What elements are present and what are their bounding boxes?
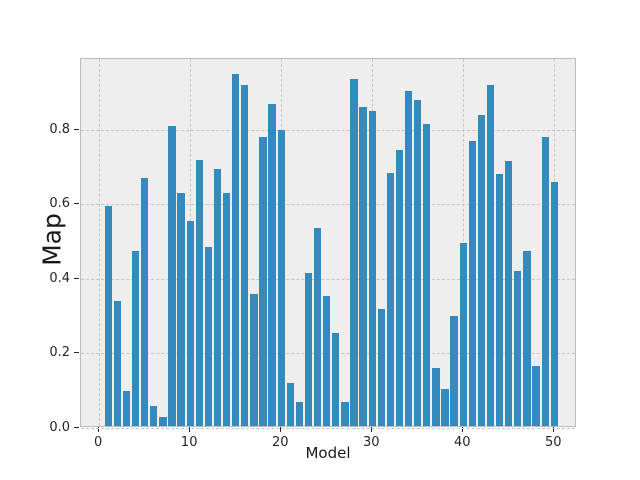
x-tick-mark	[98, 427, 100, 432]
bar-model-13	[213, 168, 222, 426]
bar-model-43	[486, 84, 495, 426]
y-tick-mark	[74, 277, 79, 279]
bar-model-5	[141, 178, 149, 426]
bar-model-46	[514, 271, 522, 426]
bar-model-30	[368, 111, 376, 426]
bar-model-11	[195, 159, 203, 426]
bar-model-19	[268, 103, 276, 426]
bar-model-10	[186, 221, 194, 426]
bar-model-29	[359, 107, 367, 426]
bar-model-18	[259, 137, 267, 426]
x-tick-label: 50	[544, 435, 562, 450]
bar-model-41	[468, 140, 476, 426]
bar-model-3	[122, 390, 131, 426]
y-tick-mark	[74, 352, 79, 354]
grid-line-y	[81, 428, 575, 429]
x-tick-mark	[553, 427, 555, 432]
bar-model-23	[304, 273, 313, 426]
x-tick-label: 40	[453, 435, 471, 450]
grid-line-x	[99, 59, 101, 426]
y-tick-mark	[74, 128, 79, 130]
bar-model-39	[450, 316, 458, 426]
grid-line-y	[81, 129, 575, 131]
y-tick-label: 0.4	[49, 270, 70, 286]
bar-model-32	[386, 172, 395, 426]
x-tick-mark	[371, 427, 373, 432]
bar-model-44	[496, 174, 504, 426]
bar-model-48	[532, 366, 540, 426]
x-tick-label: 30	[362, 435, 380, 450]
bar-model-8	[168, 125, 176, 426]
x-tick-label: 20	[271, 435, 289, 450]
y-tick-label: 0.8	[49, 121, 70, 137]
grid-line-x	[463, 59, 465, 426]
y-tick-label: 0.6	[49, 196, 70, 212]
y-tick-label: 0.0	[49, 420, 70, 435]
y-tick-label: 0.2	[49, 345, 70, 361]
bar-model-6	[150, 405, 158, 426]
bar-model-21	[286, 383, 294, 426]
bar-model-37	[432, 368, 440, 426]
bar-model-34	[404, 90, 413, 426]
bar-model-27	[341, 401, 349, 426]
x-tick-label: 0	[94, 435, 103, 450]
y-tick-mark	[74, 203, 79, 205]
bar-model-7	[159, 416, 167, 426]
bar-model-42	[477, 114, 486, 426]
x-tick-label: 10	[180, 435, 198, 450]
bar-model-45	[505, 161, 513, 426]
bar-model-26	[332, 332, 340, 426]
grid-line-y	[81, 278, 575, 280]
grid-line-y	[81, 204, 575, 206]
bar-model-33	[395, 150, 404, 426]
bar-model-35	[414, 99, 422, 426]
plot-area	[80, 58, 576, 429]
bar-model-4	[131, 250, 140, 426]
x-tick-mark	[280, 427, 282, 432]
bar-model-25	[323, 295, 331, 426]
bar-model-1	[104, 206, 112, 426]
bar-model-2	[113, 301, 122, 426]
bar-model-40	[459, 243, 467, 426]
bar-model-31	[377, 308, 385, 426]
bar-model-24	[313, 228, 322, 426]
x-tick-mark	[462, 427, 464, 432]
bar-model-15	[232, 73, 240, 426]
bar-model-17	[250, 293, 258, 426]
bar-model-38	[441, 388, 449, 426]
bar-model-36	[423, 124, 431, 426]
bar-model-47	[523, 250, 531, 426]
bar-model-14	[222, 193, 231, 426]
bar-model-50	[550, 181, 558, 426]
bar-model-16	[241, 84, 249, 426]
bar-model-9	[177, 193, 185, 426]
bar-model-22	[295, 401, 304, 426]
bar-model-28	[350, 79, 358, 426]
y-tick-mark	[74, 427, 79, 428]
bar-model-20	[277, 129, 285, 426]
bar-model-49	[541, 137, 549, 426]
x-axis-label: Model	[305, 444, 351, 462]
x-tick-mark	[189, 427, 191, 432]
bar-model-12	[204, 247, 213, 426]
